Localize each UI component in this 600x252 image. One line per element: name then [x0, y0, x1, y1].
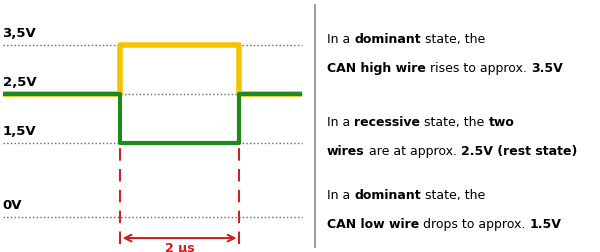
Text: drops to approx.: drops to approx. — [419, 218, 530, 231]
Text: 3.5V: 3.5V — [531, 62, 563, 75]
Text: 2,5V: 2,5V — [2, 76, 36, 89]
Text: 2.5V (rest state): 2.5V (rest state) — [461, 145, 577, 158]
Text: dominant: dominant — [354, 189, 421, 202]
Text: rises to approx.: rises to approx. — [426, 62, 531, 75]
Text: dominant: dominant — [354, 33, 421, 46]
Text: 3,5V: 3,5V — [2, 27, 36, 40]
Text: CAN high wire: CAN high wire — [327, 62, 426, 75]
Text: In a: In a — [327, 116, 354, 129]
Text: state, the: state, the — [420, 116, 488, 129]
Text: wires: wires — [327, 145, 365, 158]
Text: 1,5V: 1,5V — [2, 125, 36, 138]
Text: two: two — [488, 116, 514, 129]
Text: 0V: 0V — [2, 199, 22, 212]
Text: state, the: state, the — [421, 189, 485, 202]
Text: In a: In a — [327, 33, 354, 46]
Text: 1.5V: 1.5V — [530, 218, 562, 231]
Text: state, the: state, the — [421, 33, 485, 46]
Text: CAN low wire: CAN low wire — [327, 218, 419, 231]
Text: 2 μs: 2 μs — [165, 242, 194, 252]
Text: recessive: recessive — [354, 116, 420, 129]
Text: In a: In a — [327, 189, 354, 202]
Text: are at approx.: are at approx. — [365, 145, 461, 158]
